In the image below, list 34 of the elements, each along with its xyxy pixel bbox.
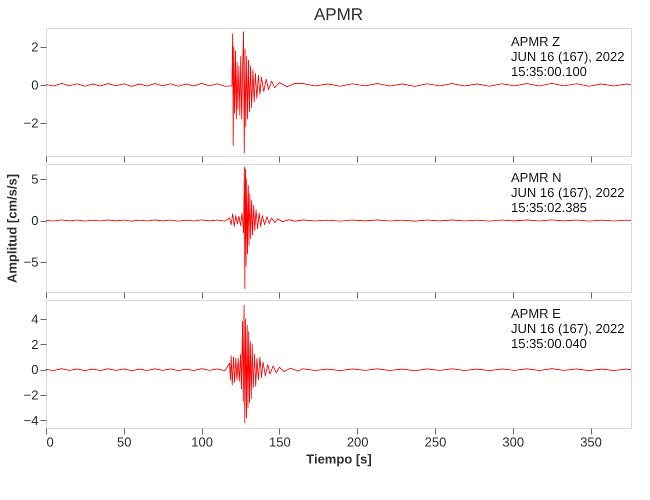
x-tick-label: 250 xyxy=(424,434,446,450)
y-tick-label: 4 xyxy=(31,312,38,327)
y-tick-label: 2 xyxy=(31,39,38,54)
y-tick-label: 0 xyxy=(31,362,38,378)
y-tick-label: −2 xyxy=(24,388,38,403)
x-tick-label: 150 xyxy=(269,434,291,450)
annotation: JUN 16 (167), 2022 xyxy=(511,321,624,336)
y-tick-label: 0 xyxy=(31,213,38,228)
y-axis-title: Amplitud [cm/s/s] xyxy=(4,174,20,284)
y-tick-label: 5 xyxy=(31,171,38,186)
annotation: JUN 16 (167), 2022 xyxy=(511,185,624,200)
y-tick-label: −4 xyxy=(24,412,38,428)
line-series xyxy=(46,31,631,154)
x-tick-label: 200 xyxy=(346,434,369,450)
x-tick-label: 0 xyxy=(46,434,54,450)
y-tick-label: −5 xyxy=(24,254,38,270)
y-tick-label: 0 xyxy=(31,77,38,92)
x-tick-label: 50 xyxy=(117,434,132,450)
x-axis-title: Tiempo [s] xyxy=(306,452,372,466)
line-series xyxy=(46,304,631,424)
annotation: 15:35:00.040 xyxy=(511,336,587,351)
x-tick-label: 350 xyxy=(580,434,602,450)
x-tick-label: 100 xyxy=(191,434,213,450)
y-tick-label: 2 xyxy=(31,336,38,352)
annotation: 15:35:02.385 xyxy=(511,200,587,215)
chart-title: APMR xyxy=(314,5,364,24)
line-series xyxy=(46,166,631,290)
y-tick-label: −2 xyxy=(24,115,38,130)
annotation: APMR E xyxy=(511,306,562,321)
annotation: APMR Z xyxy=(511,34,560,49)
annotation: APMR N xyxy=(511,170,562,185)
annotation: JUN 16 (167), 2022 xyxy=(511,49,624,64)
annotation: 15:35:00.100 xyxy=(511,64,587,79)
x-tick-label: 300 xyxy=(502,434,524,450)
